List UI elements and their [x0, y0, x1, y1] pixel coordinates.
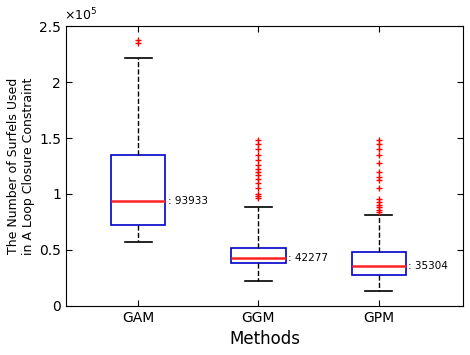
X-axis label: Methods: Methods [229, 330, 300, 348]
Text: : 93933: : 93933 [168, 196, 208, 206]
Text: : 35304: : 35304 [408, 261, 448, 271]
PathPatch shape [111, 155, 165, 225]
Text: : 42277: : 42277 [288, 253, 328, 263]
PathPatch shape [352, 252, 406, 275]
Text: $\times10^5$: $\times10^5$ [64, 7, 97, 23]
Y-axis label: The Number of Surfels Used
in A Loop Closure Constraint: The Number of Surfels Used in A Loop Clo… [7, 77, 35, 255]
PathPatch shape [231, 247, 286, 263]
